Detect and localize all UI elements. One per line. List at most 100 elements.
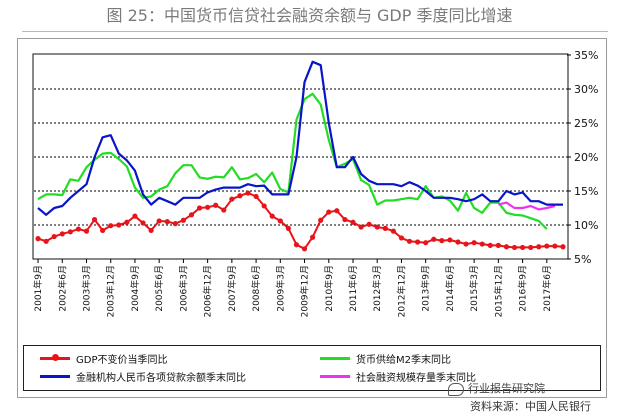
- data-point: [237, 193, 243, 199]
- x-tick-label: 2007年9月: [226, 265, 238, 312]
- data-point: [439, 238, 445, 244]
- x-tick-label: 2003年3月: [80, 265, 92, 312]
- legend-marker-gdp: [52, 354, 59, 361]
- data-point: [51, 233, 57, 240]
- data-point: [414, 239, 421, 245]
- x-tick-label: 2014年6月: [444, 265, 456, 312]
- data-point: [398, 235, 405, 241]
- x-tick-label: 2003年12月: [105, 265, 117, 317]
- data-point: [382, 225, 388, 231]
- data-point: [205, 204, 211, 210]
- data-point: [374, 224, 380, 230]
- data-point: [67, 229, 73, 235]
- x-tick-label: 2012年12月: [395, 265, 407, 317]
- x-tick-label: 2006年3月: [177, 265, 189, 312]
- data-point: [164, 219, 170, 225]
- data-point: [552, 243, 558, 249]
- data-point: [471, 240, 477, 246]
- data-point: [463, 241, 469, 247]
- x-tick-label: 2015年12月: [492, 265, 504, 317]
- x-tick-label: 2002年6月: [56, 265, 68, 312]
- data-point: [447, 237, 453, 243]
- legend-swatch-m2: [320, 357, 350, 360]
- legend-swatch-tsf: [320, 375, 350, 378]
- data-point: [334, 208, 340, 214]
- data-point: [326, 209, 332, 215]
- data-point: [487, 242, 493, 248]
- y-tick-label: 10%: [574, 219, 598, 232]
- data-point: [503, 244, 510, 250]
- data-point: [229, 196, 235, 202]
- data-point: [188, 212, 195, 218]
- x-tick-label: 2017年6月: [541, 265, 553, 312]
- data-point: [261, 203, 267, 209]
- y-axis: 5% 10% 15% 20% 25% 30% 35%: [567, 49, 598, 266]
- data-point: [431, 236, 437, 242]
- watermark-text: 行业报告研究院: [468, 382, 545, 395]
- data-point: [269, 213, 275, 219]
- data-point: [35, 236, 41, 242]
- y-tick-label: 20%: [574, 151, 598, 164]
- series-line: [498, 201, 556, 211]
- data-point: [196, 205, 203, 211]
- data-point: [172, 221, 178, 227]
- data-point: [318, 217, 324, 223]
- data-point: [560, 244, 566, 250]
- legend-label-loans: 金融机构人民币各项贷款余额季末同比: [76, 373, 246, 384]
- x-tick-label: 2009年12月: [299, 265, 311, 317]
- series-line: [37, 92, 548, 230]
- data-point: [301, 246, 308, 252]
- x-tick-label: 2013年9月: [420, 265, 432, 312]
- data-point: [455, 239, 461, 245]
- x-tick-label: 2012年3月: [371, 265, 383, 312]
- data-point: [277, 218, 283, 224]
- x-tick-label: 2015年3月: [468, 265, 480, 312]
- data-point: [180, 217, 187, 223]
- legend: GDP不变价当季同比 货币供给M2季末同比 金融机构人民币各项贷款余额季末同比 …: [23, 345, 601, 391]
- series-0: [35, 190, 566, 252]
- data-point: [91, 216, 98, 223]
- data-point: [108, 223, 114, 229]
- x-axis: 2001年9月 2002年6月 2003年3月 2003年12月 2004年9月 2005…: [32, 259, 553, 317]
- data-point: [390, 228, 396, 234]
- data-point: [358, 224, 364, 230]
- data-point: [140, 220, 146, 226]
- x-tick-label: 2008年6月: [250, 265, 262, 312]
- data-point: [342, 216, 348, 223]
- data-point: [310, 234, 316, 240]
- legend-label-tsf: 社会融资规模存量季末同比: [356, 373, 476, 384]
- watermark: 行业报告研究院: [448, 380, 545, 396]
- x-tick-label: 2011年6月: [347, 265, 359, 312]
- legend-swatch-loans: [40, 375, 70, 378]
- legend-label-gdp: GDP不变价当季同比: [76, 355, 168, 366]
- y-tick-label: 15%: [574, 185, 598, 198]
- y-tick-label: 35%: [574, 49, 598, 62]
- legend-item-tsf: 社会融资规模存量季末同比: [320, 370, 580, 384]
- x-tick-label: 2001年9月: [32, 265, 44, 312]
- data-point: [406, 238, 413, 244]
- data-point: [423, 240, 429, 246]
- data-point: [43, 238, 49, 244]
- data-point: [221, 207, 227, 213]
- data-point: [59, 231, 65, 237]
- wechat-icon: [448, 382, 464, 396]
- y-tick-label: 25%: [574, 117, 598, 130]
- data-point: [544, 243, 550, 249]
- x-tick-label: 2009年3月: [274, 265, 286, 312]
- series-2: [37, 60, 563, 216]
- data-point: [75, 226, 82, 232]
- data-point: [285, 225, 291, 231]
- legend-item-m2: 货币供给M2季末同比: [320, 352, 580, 366]
- y-tick-label: 5%: [574, 253, 591, 266]
- data-point: [132, 213, 138, 219]
- title-rule: [22, 31, 608, 32]
- data-point: [116, 222, 122, 228]
- data-point: [124, 219, 130, 225]
- figure-title: 图 25：中国货币信贷社会融资余额与 GDP 季度同比增速: [106, 6, 513, 25]
- data-point: [253, 193, 259, 200]
- series-line: [37, 60, 563, 216]
- data-point: [83, 228, 90, 234]
- data-point: [495, 242, 501, 248]
- legend-item-gdp: GDP不变价当季同比: [40, 352, 300, 366]
